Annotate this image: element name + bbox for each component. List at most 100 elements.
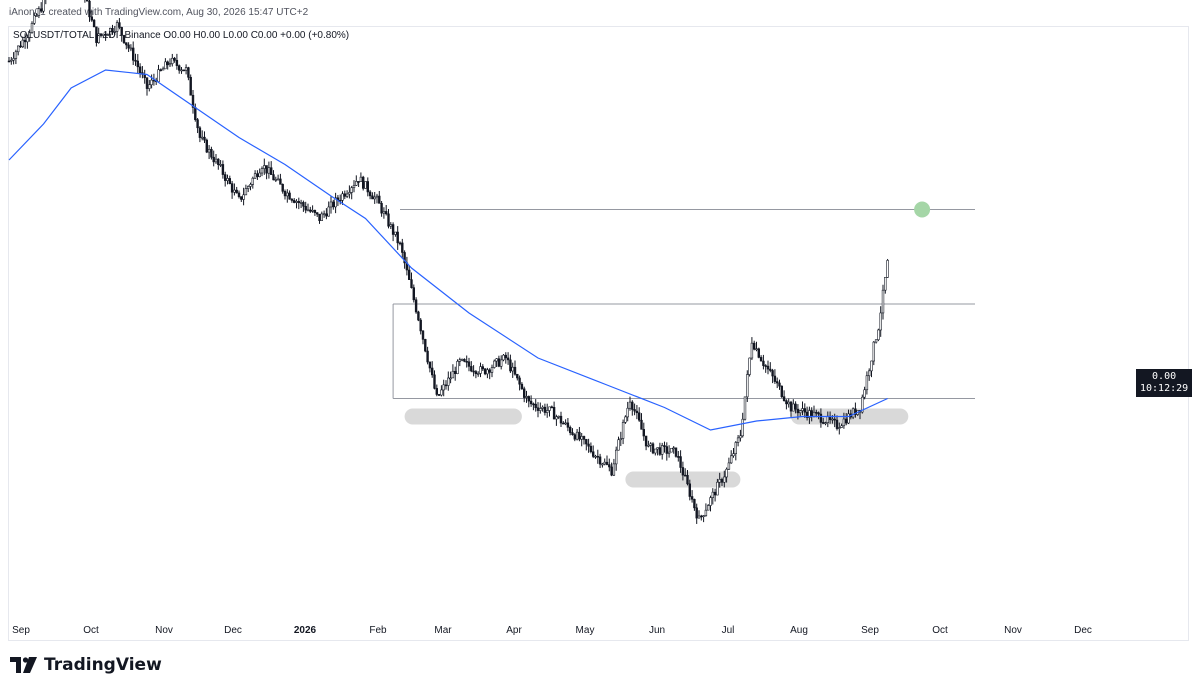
candle-body — [122, 35, 126, 43]
candle-body — [559, 415, 563, 424]
candle-body — [815, 411, 818, 414]
candle-body — [371, 195, 374, 200]
chart-pane[interactable] — [8, 26, 1189, 641]
candle-body — [621, 421, 625, 439]
candle-body — [573, 434, 577, 440]
candle-body — [831, 418, 834, 421]
candle-body — [389, 224, 392, 227]
symbol-ohlc-legend[interactable]: SOLUSDT/TOTAL · 1D · Binance O0.00 H0.00… — [13, 30, 350, 41]
candle-body — [265, 165, 268, 174]
candle-body — [164, 61, 167, 70]
candle-body — [334, 197, 337, 208]
candle-body — [879, 312, 882, 331]
candle-body — [118, 22, 121, 28]
candle-body — [499, 359, 503, 367]
candle-body — [357, 181, 360, 183]
candle-body — [835, 419, 839, 429]
candle-body — [145, 77, 149, 89]
candle-body — [221, 164, 225, 175]
candle-body — [709, 497, 712, 506]
candle-body — [589, 445, 593, 453]
candle-body — [720, 479, 724, 483]
tradingview-logo-icon — [10, 657, 37, 673]
x-axis-tick-label: Sep — [12, 625, 30, 636]
candle-body — [132, 47, 135, 61]
candle-body — [695, 507, 698, 519]
candle-body — [23, 39, 27, 43]
candle-body — [511, 366, 514, 372]
candle-body — [26, 37, 29, 43]
candle-body — [313, 210, 317, 213]
candle-body — [697, 515, 701, 519]
candle-body — [472, 370, 475, 373]
candle-body — [467, 361, 471, 367]
candle-body — [325, 213, 328, 217]
candle-body — [341, 193, 344, 201]
candle-body — [624, 416, 627, 423]
candle-body — [649, 443, 652, 446]
candle-body — [378, 195, 381, 204]
candle-body — [136, 60, 139, 68]
candle-body — [552, 407, 556, 420]
candle-body — [417, 311, 420, 321]
candle-body — [16, 45, 20, 53]
candle-body — [267, 167, 271, 174]
candle-body — [851, 408, 855, 418]
candle-body — [493, 360, 496, 368]
candle-body — [391, 224, 395, 235]
candle-body — [838, 427, 841, 429]
x-axis-tick-label: Dec — [1074, 625, 1092, 636]
candle-body — [299, 202, 303, 204]
candle-body — [605, 461, 609, 465]
candle-body — [302, 202, 305, 207]
candle-body — [440, 389, 443, 396]
candle-body — [178, 65, 181, 71]
candle-body — [545, 410, 549, 413]
candle-body — [683, 474, 687, 477]
candle-body — [279, 178, 282, 185]
candle-body — [412, 287, 415, 301]
candle-body — [585, 439, 588, 445]
candle-body — [7, 60, 11, 63]
candle-body — [442, 384, 445, 391]
candle-body — [366, 181, 369, 193]
candle-body — [350, 187, 353, 193]
candle-body — [463, 358, 466, 362]
tradingview-brand[interactable]: TradingView — [10, 655, 162, 675]
candle-body — [355, 181, 358, 186]
candle-body — [525, 396, 528, 398]
candle-body — [21, 39, 24, 48]
candle-body — [596, 455, 600, 458]
candle-body — [382, 211, 386, 214]
left-shoulder-highlight — [404, 408, 522, 425]
candle-body — [713, 491, 717, 496]
candle-body — [148, 84, 151, 89]
candle-body — [260, 168, 264, 174]
candle-body — [424, 339, 427, 352]
candle-body — [711, 491, 715, 498]
candle-body — [387, 213, 390, 227]
candle-body — [113, 31, 117, 33]
candle-body — [127, 44, 130, 49]
candle-body — [456, 361, 459, 375]
candle-body — [235, 189, 238, 194]
candle-body — [343, 193, 346, 197]
candle-body — [865, 375, 869, 391]
candle-body — [159, 69, 162, 71]
bar-countdown: 10:12:29 — [1140, 383, 1189, 394]
x-axis-tick-label: Mar — [434, 625, 452, 636]
candle-body — [644, 435, 648, 447]
candle-body — [12, 58, 15, 61]
candle-body — [99, 33, 103, 36]
candle-body — [548, 406, 551, 411]
candle-body — [233, 189, 236, 193]
candle-body — [138, 66, 142, 73]
candle-body — [665, 446, 669, 454]
candle-body — [396, 231, 399, 244]
candle-body — [580, 436, 583, 440]
candle-body — [384, 211, 388, 215]
candle-body — [520, 383, 524, 390]
candle-body — [304, 205, 307, 211]
candle-body — [129, 47, 133, 50]
